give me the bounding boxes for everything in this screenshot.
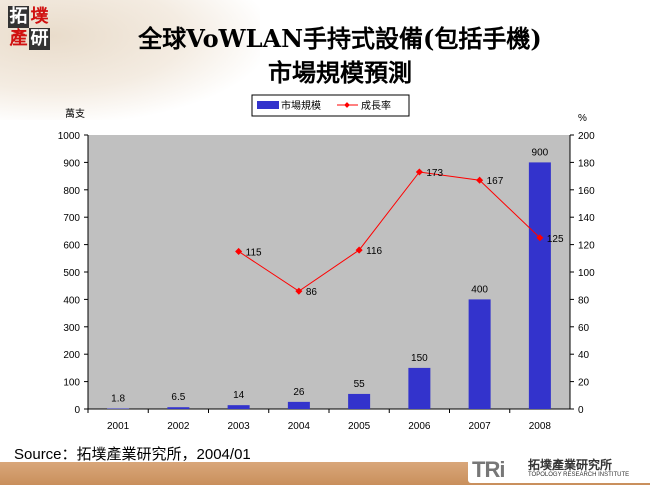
footer-logo-en: TOPOLOGY RESEARCH INSTITUTE [528,472,630,478]
legend-bar-swatch [257,101,279,109]
legend: 市場規模 成長率 [251,94,410,117]
right-tick-label: 160 [578,186,595,197]
right-tick-label: 20 [578,378,590,389]
left-tick-label: 400 [63,295,80,306]
bar-label-2005: 55 [354,379,366,390]
x-tick-label: 2005 [348,421,371,432]
left-axis-label: 萬支 [65,107,85,120]
bar-label-2004: 26 [293,387,305,398]
growth-point-2004 [295,287,303,295]
x-tick-label: 2007 [469,421,492,432]
growth-point-2006 [415,168,423,176]
page-title: 全球VoWLAN手持式設備(包括手機) 市場規模預測 [100,22,580,90]
right-tick-label: 180 [578,158,595,169]
bar-label-2007: 400 [471,284,488,295]
footer-logo: TRi 拓墣產業研究所 TOPOLOGY RESEARCH INSTITUTE [468,455,650,483]
bar-label-2001: 1.8 [111,394,125,405]
left-tick-label: 600 [63,241,80,252]
legend-bar-label: 市場規模 [281,99,321,112]
right-tick-label: 200 [578,131,595,142]
x-tick-label: 2004 [288,421,311,432]
left-tick-label: 700 [63,213,80,224]
bar-label-2006: 150 [411,353,428,364]
chart: 市場規模 成長率 萬支 % 01002003004005006007008009… [58,94,595,432]
growth-label-2006: 173 [426,168,443,179]
bar-label-2008: 900 [532,147,549,158]
right-tick-label: 80 [578,295,590,306]
left-tick-label: 500 [63,268,80,279]
logo-char: 產 [9,28,28,49]
title-line-2: 市場規模預測 [268,58,412,87]
growth-point-2007 [476,176,484,184]
bar-2004 [287,401,310,409]
right-axis-label: % [578,113,587,124]
left-tick-label: 800 [63,186,80,197]
bar-2006 [408,367,431,409]
right-tick-label: 0 [578,405,584,416]
left-tick-label: 100 [63,378,80,389]
right-tick-label: 100 [578,268,595,279]
logo-char: 拓 [8,6,29,28]
x-tick-label: 2008 [529,421,552,432]
legend-line-label: 成長率 [361,99,391,112]
growth-label-2003: 115 [246,247,262,258]
left-tick-label: 1000 [58,131,81,142]
bar-label-2002: 6.5 [171,392,185,403]
left-tick-label: 900 [63,158,80,169]
bar-2002 [167,407,190,409]
left-tick-label: 300 [63,323,80,334]
logo-char: 墣 [30,6,49,27]
growth-point-2005 [355,246,363,254]
right-tick-label: 60 [578,323,590,334]
background-map [0,0,260,120]
right-tick-label: 40 [578,350,590,361]
bar-label-2003: 14 [233,390,245,401]
growth-point-2008 [536,234,544,242]
right-tick-label: 120 [578,241,595,252]
x-tick-label: 2001 [107,421,130,432]
growth-line [238,171,541,292]
growth-label-2005: 116 [366,246,382,257]
left-tick-label: 200 [63,350,80,361]
x-tick-label: 2003 [228,421,251,432]
title-line-1: 全球VoWLAN手持式設備(包括手機) [138,24,542,53]
growth-point-2003 [235,247,243,255]
growth-label-2008: 125 [547,234,564,245]
source-note: Source：拓墣產業研究所，2004/01 [14,446,251,463]
bar-2005 [348,393,371,409]
bar-2007 [468,299,491,409]
logo-char: 研 [29,28,50,50]
left-tick-label: 0 [74,405,80,416]
bar-2003 [227,405,250,409]
footer-logo-cn: 拓墣產業研究所 [528,458,613,472]
x-tick-label: 2006 [408,421,431,432]
company-logo: 拓 墣 產 研 [8,6,50,52]
bar-2008 [528,162,551,409]
right-tick-label: 140 [578,213,595,224]
growth-label-2007: 167 [487,176,504,187]
growth-label-2004: 86 [306,287,318,298]
footer-logo-mark: TRi [472,457,505,482]
x-tick-label: 2002 [167,421,190,432]
